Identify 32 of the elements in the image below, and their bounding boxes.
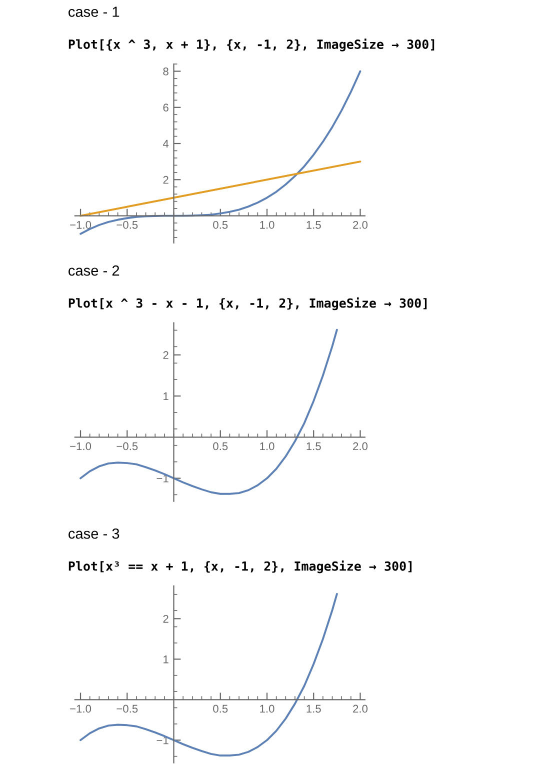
x-tick-label: 1.5 <box>306 221 321 229</box>
x-tick-label: −1.0 <box>70 704 92 713</box>
x-tick-label: −0.5 <box>116 220 138 229</box>
x-tick-label: 1.0 <box>260 704 274 713</box>
y-tick-label: 2 <box>163 614 168 623</box>
x-tick-label: −0.5 <box>116 442 138 450</box>
x-tick-label: 2.0 <box>353 704 368 713</box>
x-tick-label: −1.0 <box>70 442 92 450</box>
x-tick-label: −0.5 <box>116 704 138 713</box>
y-tick-label: 1 <box>164 392 168 400</box>
x-tick-label: 0.5 <box>213 704 228 713</box>
chart-title: case - 1 <box>68 6 120 17</box>
x-tick-label: −1.0 <box>70 220 92 229</box>
y-tick-label: 2 <box>163 351 168 359</box>
x-tick-label: 1.0 <box>260 442 274 450</box>
y-tick-label: 2 <box>163 176 168 184</box>
chart-title: case - 2 <box>68 265 120 276</box>
chart-subtitle: Plot[x ^ 3 - x - 1, {x, -1, 2}, ImageSize → 300] <box>68 297 427 310</box>
x-tick-label: 1.0 <box>260 220 274 229</box>
y-tick-label: 1 <box>164 656 168 664</box>
x-tick-label: 1.5 <box>306 704 321 713</box>
x-tick-label: 2.0 <box>353 442 368 450</box>
x-tick-label: 0.5 <box>213 442 228 450</box>
y-tick-label: 4 <box>162 140 169 148</box>
y-tick-label: 8 <box>163 68 168 76</box>
chart-subtitle: Plot[{x ^ 3, x + 1}, {x, -1, 2}, ImageSize → 300] <box>68 38 434 52</box>
x-tick-label: 0.5 <box>213 220 228 229</box>
x-tick-label: 1.5 <box>306 442 321 450</box>
y-tick-label: 6 <box>163 104 168 112</box>
chart-title: case - 3 <box>68 528 120 539</box>
x-tick-label: 2.0 <box>353 220 368 229</box>
chart-subtitle: Plot[x³ == x + 1, {x, -1, 2}, ImageSize → 300] <box>68 560 412 574</box>
